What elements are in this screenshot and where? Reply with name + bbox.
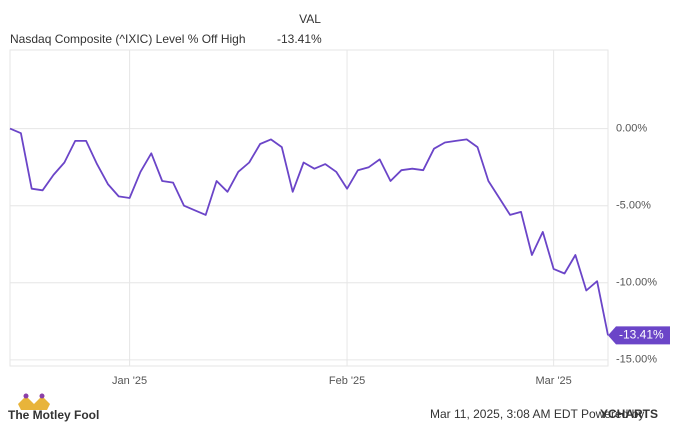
x-tick-label: Feb '25 [329,375,365,387]
logo-hat [18,396,50,410]
value-label: -13.41% [619,327,664,341]
legend-value: -13.41% [277,32,322,46]
x-tick-label: Jan '25 [112,375,147,387]
legend-header: VAL [299,12,321,26]
y-tick-label: -5.00% [616,200,651,212]
value-tag [608,326,670,345]
provider: YCHARTS [600,407,658,421]
y-tick-label: -15.00% [616,354,657,366]
logo-bell [39,393,45,399]
y-tick-label: -10.00% [616,277,657,289]
timestamp: Mar 11, 2025, 3:08 AM EDT Powered by [430,407,644,421]
motley-fool-logo [18,393,50,410]
legend-entry: Nasdaq Composite (^IXIC) Level % Off Hig… [10,32,246,46]
plot-frame [9,49,609,367]
line [9,127,609,336]
brand: The Motley Fool [8,408,99,422]
y-tick-label: 0.00% [616,123,647,135]
logo-bell [23,393,29,399]
x-tick-label: Mar '25 [535,375,571,387]
